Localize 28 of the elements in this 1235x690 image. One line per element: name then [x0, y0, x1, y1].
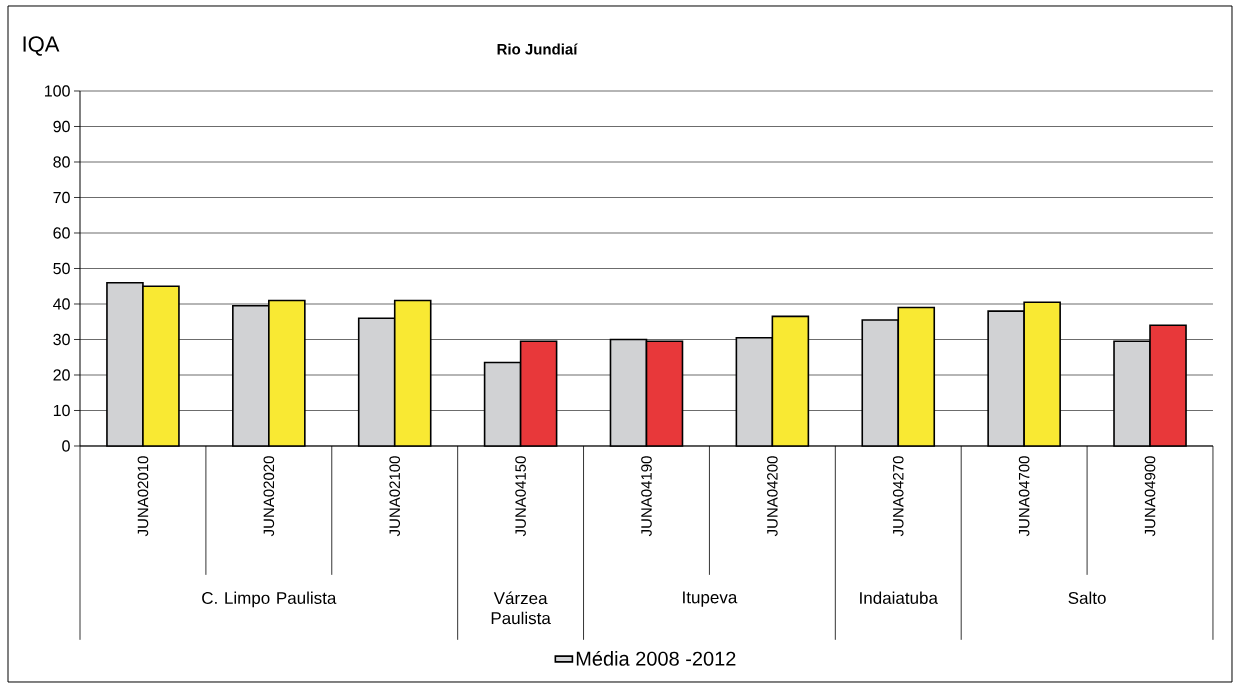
legend-label: Média 2008 -2012	[576, 650, 736, 666]
text: Indaiatuba	[860, 591, 938, 605]
y-tick-label: 90	[53, 120, 70, 133]
x-tick-label: JUNA02020	[263, 456, 275, 537]
x-tick-label: JUNA02010	[137, 456, 149, 537]
y-tick-label: 40	[53, 298, 70, 310]
x-tick-label: JUNA04700	[1018, 456, 1030, 537]
x-tick-label: JUNA02100	[389, 456, 401, 537]
y-tick-label: 0	[62, 440, 70, 452]
y-tick-label: 50	[53, 262, 70, 275]
y-tick-label: 30	[53, 333, 70, 346]
text: Várzea Paulista	[491, 591, 551, 625]
x-tick-label: JUNA04150	[515, 456, 526, 537]
y-tick-label: 20	[53, 369, 70, 381]
x-tick-label: JUNA04900	[1144, 456, 1156, 537]
text: C. Limpo Paulista	[202, 591, 337, 608]
x-tick-label: JUNA04200	[767, 456, 778, 537]
y-tick-label: 70	[53, 191, 70, 204]
y-tick-label: 60	[53, 227, 70, 239]
x-tick-label: JUNA04270	[892, 456, 904, 537]
text: Salto	[1068, 591, 1106, 605]
x-tick-label: JUNA04190	[641, 456, 652, 537]
chart-title: Rio Jundiaí	[497, 43, 578, 55]
y-tick-label: 100	[45, 85, 70, 97]
text: Itupeva	[683, 591, 738, 607]
y-axis-title: IQA	[23, 36, 60, 56]
y-tick-label: 80	[53, 156, 70, 168]
y-tick-label: 10	[53, 404, 70, 417]
